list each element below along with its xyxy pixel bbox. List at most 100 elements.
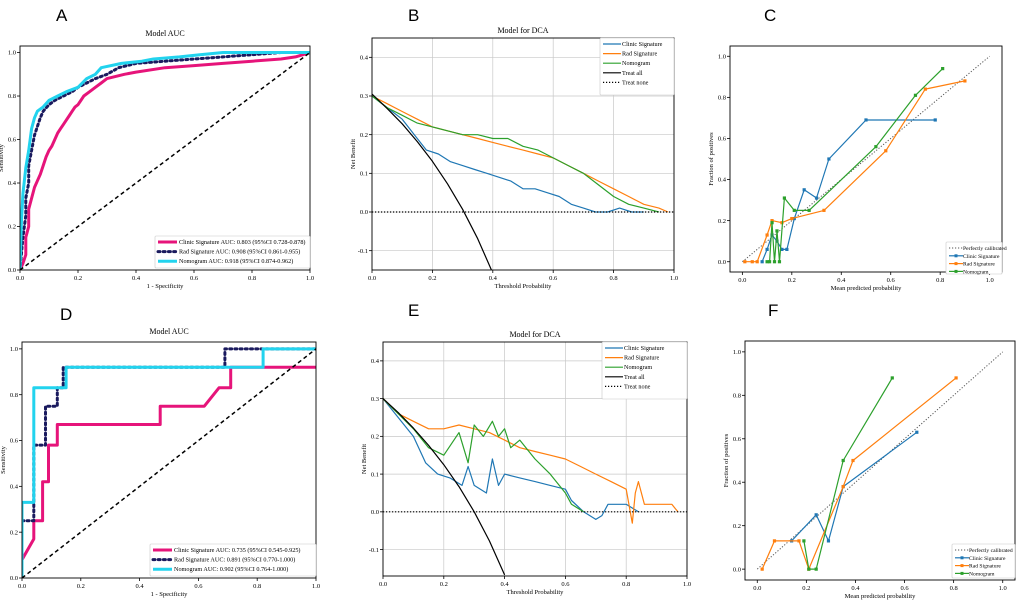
y-tick-label: 0.2 (718, 218, 726, 225)
plot-area (20, 51, 310, 270)
legend-label: Nomogram AUC: 0.902 (95%CI 0.764-1.000) (174, 566, 288, 573)
series-line-clinic (761, 119, 936, 262)
data-point (760, 260, 764, 264)
y-tick-label: 1.0 (733, 349, 741, 356)
y-tick-label: 0.1 (371, 471, 379, 478)
series-line-perfectly (756, 351, 1004, 570)
legend-box (945, 241, 1003, 275)
x-tick-label: 0.4 (501, 581, 510, 588)
legend-label: Nomogram (622, 60, 650, 67)
x-tick-label: 0.2 (428, 275, 436, 282)
y-axis-label: Fraction of positives (708, 132, 715, 186)
chart-title: Model for DCA (497, 26, 548, 35)
y-tick-label: 0.8 (733, 393, 741, 400)
y-tick-label: 0.8 (718, 95, 726, 102)
series-line-nomogram (22, 347, 316, 578)
legend-marker (954, 262, 958, 266)
legend-label: Nomogram (969, 571, 995, 577)
y-axis-label: Sensitivity (0, 143, 5, 172)
legend: Clinic Signature Rad Signature Nomogram Tre… (599, 37, 675, 96)
legend: Clinic Signature Rad Signature Nomogram Tre… (601, 341, 688, 400)
y-tick-label: 0.4 (371, 358, 380, 365)
x-tick-label: 0.8 (936, 277, 944, 284)
y-tick-label: -0.1 (358, 248, 368, 255)
y-tick-label: 0.0 (718, 259, 726, 266)
legend-box (599, 37, 675, 96)
x-tick-label: 0.0 (16, 275, 24, 282)
legend-marker (954, 269, 958, 273)
x-tick-label: 0.0 (753, 585, 761, 592)
data-point (884, 149, 888, 153)
y-tick-label: 0.2 (371, 434, 379, 441)
x-tick-label: 0.6 (887, 277, 896, 284)
data-point (785, 247, 789, 251)
legend-label: Perfectly calibrated (969, 547, 1013, 554)
data-point (775, 239, 779, 243)
legend-marker (960, 571, 964, 575)
series-line-rad (383, 398, 679, 524)
series-line-clinic (383, 398, 639, 521)
series-line-clinic (791, 431, 918, 542)
legend-label: Treat all (624, 374, 645, 381)
legend-label: Clinic Signature (624, 345, 665, 352)
y-axis-label: Fraction of positives (723, 433, 730, 487)
data-point (802, 188, 806, 192)
panel-letter: A (56, 6, 68, 25)
data-point (874, 145, 878, 149)
data-point (822, 208, 826, 212)
data-point (790, 216, 794, 221)
series-line-rad (20, 51, 310, 270)
legend-label: Clinic Signature AUC: 0.735 (95%CI 0.545… (174, 547, 301, 554)
x-axis-label: Threshold Probability (495, 283, 553, 290)
y-tick-label: 0.0 (8, 267, 16, 274)
data-point (941, 67, 945, 71)
y-axis-label: Sensitivity (0, 445, 7, 474)
plot-area (742, 55, 990, 264)
data-point (765, 233, 769, 237)
x-tick-label: 0.6 (900, 585, 909, 592)
data-point (841, 458, 845, 463)
x-tick-label: 0.0 (18, 583, 26, 590)
y-tick-label: 0.6 (8, 137, 17, 144)
y-tick-label: 1.0 (8, 50, 16, 57)
y-tick-label: 0.4 (360, 55, 369, 62)
chart-title: Model for DCA (509, 330, 560, 339)
data-point (841, 484, 845, 489)
panel-letter: E (408, 301, 419, 320)
y-tick-label: 0.6 (733, 436, 742, 443)
x-tick-label: 0.2 (74, 275, 82, 282)
series-line-perfectly (742, 55, 990, 263)
x-tick-label: 0.6 (194, 583, 203, 590)
panel-a: A Model AUC 0.0 0.2 0.4 0.6 0.8 1.0 0.0 0.2 0.4 0.6… (0, 6, 314, 290)
data-point (802, 539, 806, 543)
legend: Clinic Signature AUC: 0.735 (95%CI 0.545… (149, 543, 317, 577)
x-tick-label: 0.2 (440, 581, 448, 588)
legend-box (951, 543, 1016, 579)
series-line-treat (383, 398, 506, 576)
legend-label: Clinic Signature (963, 254, 1000, 260)
y-tick-label: -0.1 (369, 547, 379, 554)
legend-label: Nomogram AUC: 0.918 (95%CI 0.874-0.962) (179, 258, 293, 265)
data-point (755, 260, 759, 264)
data-point (782, 196, 786, 200)
panel-c: C 0.0 0.2 0.4 0.6 0.8 1.0 0.0 0.2 0.4 0.6 0.8 1.0 Mea… (708, 6, 1007, 292)
series-line-nomogram (20, 51, 310, 270)
chart-title: Model AUC (145, 29, 184, 38)
data-point (915, 430, 919, 434)
data-point (780, 247, 784, 251)
data-point (743, 260, 747, 264)
data-point (770, 221, 774, 225)
data-point (923, 87, 927, 91)
x-axis-label: 1 - Specificity (151, 591, 189, 598)
x-axis-label: Threshold Probability (507, 589, 565, 596)
panel-letter: C (764, 6, 776, 25)
plot-area (22, 347, 316, 578)
series-line-rad (761, 377, 957, 570)
series-line-nomogram (383, 398, 584, 513)
x-axis-label: Mean predicted probability (831, 285, 903, 292)
legend: Perfectly calibrated Clinic Signature Rad … (945, 241, 1007, 275)
data-point (770, 219, 774, 223)
y-tick-label: 0.0 (360, 209, 368, 216)
data-point (760, 567, 764, 571)
legend-box (149, 543, 317, 577)
